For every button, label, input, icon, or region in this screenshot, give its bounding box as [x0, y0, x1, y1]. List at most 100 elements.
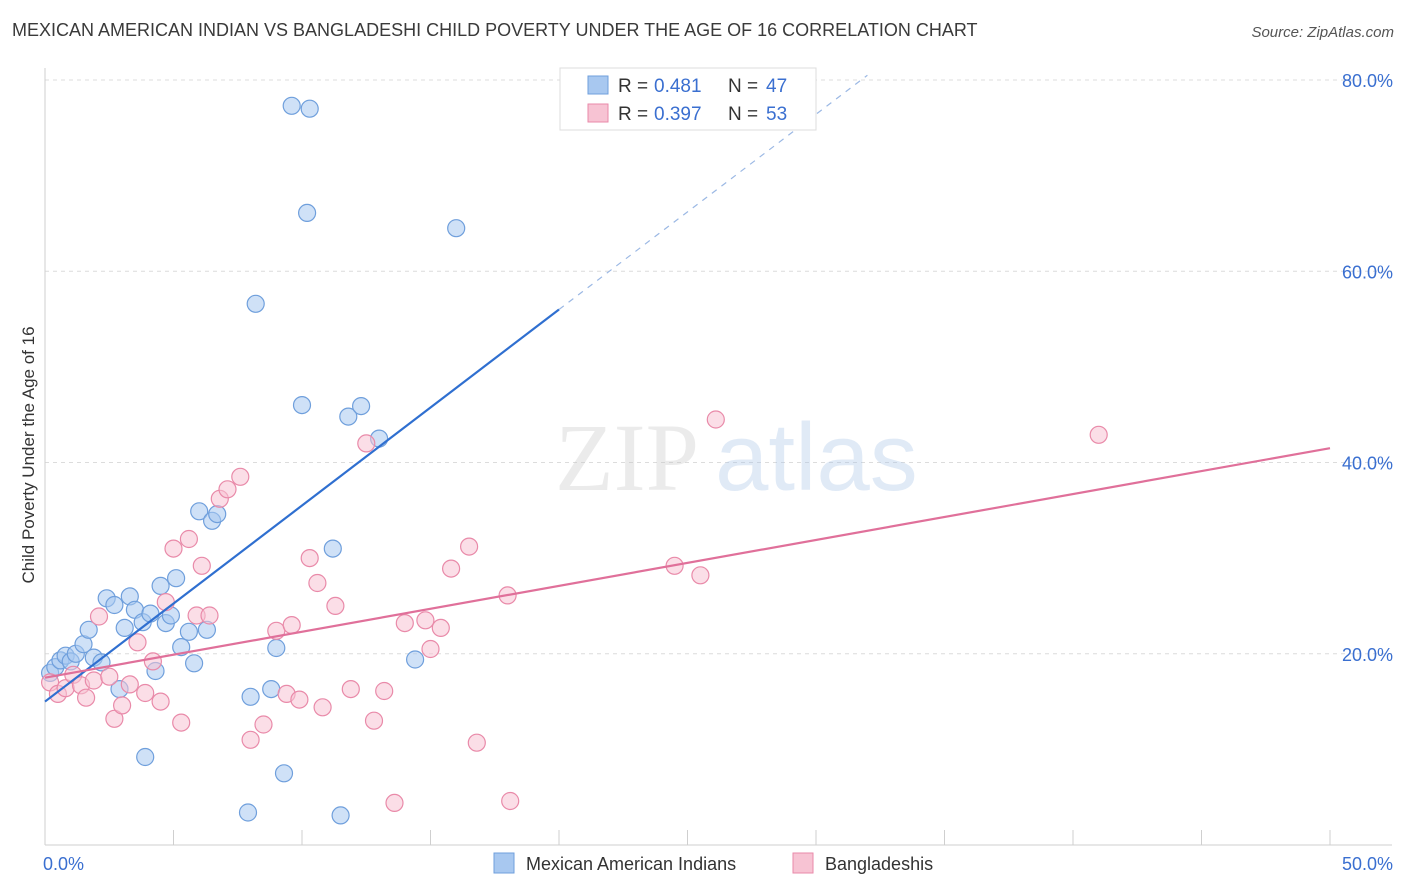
bangladeshi-point-5 [76, 688, 96, 707]
bottom-legend-swatch-bangladeshi [792, 852, 814, 874]
stats-legend: R = 0.481 N = 47 R = 0.397 N = 53 [559, 67, 817, 131]
bangladeshi-point-26 [241, 730, 260, 749]
bangladeshi-point-33 [308, 573, 327, 593]
mexican-point-43 [406, 650, 425, 669]
bangladeshi-point-41 [395, 613, 414, 633]
mexican-point-46 [238, 803, 258, 822]
bangladeshi-point-46 [460, 537, 479, 556]
legend-r-value-1: 0.397 [654, 104, 702, 125]
mexican-point-39 [323, 539, 342, 558]
bangladeshi-point-13 [136, 683, 155, 703]
mexican-point-44 [447, 219, 466, 238]
legend-n-value-1: 53 [766, 104, 787, 125]
bangladeshi-point-32 [300, 548, 319, 568]
bangladeshi-point-52 [706, 410, 725, 429]
bangladeshi-point-35 [326, 596, 345, 616]
y-tick-label-3: 80.0% [1342, 71, 1393, 91]
bangladeshi-point-25 [231, 467, 250, 486]
mexican-point-29 [208, 504, 227, 524]
bangladeshi-point-15 [151, 692, 170, 711]
bangladeshi-point-38 [364, 711, 384, 730]
mexican-point-32 [262, 679, 281, 699]
bangladeshi-point-40 [385, 793, 404, 813]
bangladeshi-point-42 [416, 611, 435, 630]
bangladeshi-point-34 [313, 698, 332, 717]
mexican-point-47 [331, 806, 350, 825]
bangladeshi-point-21 [192, 556, 211, 575]
bangladeshi-point-19 [179, 529, 198, 549]
bangladeshi-point-51 [691, 566, 710, 585]
mexican-point-11 [105, 595, 124, 615]
bangladeshi-point-49 [501, 791, 520, 811]
mexican-point-22 [167, 569, 186, 588]
mexican-point-24 [179, 622, 198, 641]
bangladeshi-point-9 [105, 709, 124, 728]
legend-n-label-1: N = [728, 104, 758, 125]
bangladeshi-point-22 [200, 606, 219, 625]
legend-swatch-mexican [587, 75, 609, 95]
mexican-point-40 [339, 407, 358, 426]
grid-lines [45, 79, 1392, 655]
legend-r-label-0: R = [618, 76, 648, 97]
bangladeshi-point-31 [290, 690, 309, 709]
mexican-point-17 [141, 604, 160, 623]
mexican-point-37 [300, 99, 319, 118]
trend-line-bangladeshi [44, 447, 1331, 679]
mexican-point-31 [241, 687, 260, 706]
bangladeshi-point-44 [431, 618, 450, 638]
tick-labels: 20.0% 40.0% 60.0% 80.0% 0.0% 50.0% [43, 71, 1393, 874]
trend-lines [44, 74, 1331, 703]
bangladeshi-point-36 [341, 679, 360, 699]
mexican-point-25 [185, 654, 204, 673]
bangladeshi-point-18 [172, 713, 191, 732]
legend-n-label-0: N = [728, 76, 758, 97]
mexican-point-7 [79, 620, 98, 639]
bangladeshi-point-43 [421, 639, 440, 659]
mexican-point-38 [298, 203, 317, 222]
mexican-point-33 [267, 638, 286, 658]
bangladeshi-point-39 [375, 681, 394, 701]
legend-r-label-1: R = [618, 104, 648, 125]
mexican-point-41 [352, 397, 371, 416]
mexican-point-34 [274, 764, 294, 783]
watermark-zip: ZIP [555, 404, 699, 511]
bangladeshi-point-27 [254, 715, 273, 734]
bangladeshi-point-30 [282, 615, 301, 635]
bangladeshi-point-45 [442, 559, 461, 578]
mexican-point-45 [136, 747, 155, 767]
series-mexican-american-indians-points [40, 96, 466, 825]
x-tick-label-1: 50.0% [1342, 854, 1393, 874]
mexican-point-26 [190, 502, 209, 521]
x-tick-label-0: 0.0% [43, 854, 84, 874]
legend-r-value-0: 0.481 [654, 76, 702, 97]
bangladeshi-point-53 [1089, 425, 1108, 444]
mexican-point-19 [151, 576, 170, 596]
bangladeshi-point-37 [357, 434, 376, 453]
bangladeshi-point-17 [164, 539, 183, 558]
bottom-legend-swatch-mexican [493, 852, 515, 874]
y-axis-title: Child Poverty Under the Age of 16 [19, 326, 38, 583]
chart-title: MEXICAN AMERICAN INDIAN VS BANGLADESHI C… [12, 20, 978, 40]
source-label: Source: ZipAtlas.com [1251, 24, 1394, 41]
bangladeshi-point-14 [143, 652, 162, 671]
mexican-point-13 [115, 618, 134, 638]
bangladeshi-point-47 [467, 733, 486, 752]
bangladeshi-point-7 [89, 607, 109, 626]
watermark: ZIP atlas [555, 404, 918, 511]
bottom-legend-label-mexican: Mexican American Indians [526, 854, 736, 874]
axes [44, 68, 1392, 846]
bangladeshi-point-8 [100, 667, 119, 686]
bangladeshi-point-6 [84, 671, 103, 690]
bangladeshi-point-11 [120, 675, 139, 694]
watermark-atlas: atlas [715, 404, 918, 511]
trend-line-mexican-extension [558, 74, 868, 310]
series-legend: Mexican American Indians Bangladeshis [493, 852, 933, 874]
bangladeshi-point-24 [218, 480, 237, 499]
y-tick-label-2: 60.0% [1342, 262, 1393, 282]
bangladeshi-point-12 [128, 633, 147, 652]
trend-line-mexican [44, 308, 560, 703]
y-tick-label-0: 20.0% [1342, 645, 1393, 665]
mexican-point-35 [282, 96, 301, 115]
y-tick-label-1: 40.0% [1342, 454, 1393, 474]
